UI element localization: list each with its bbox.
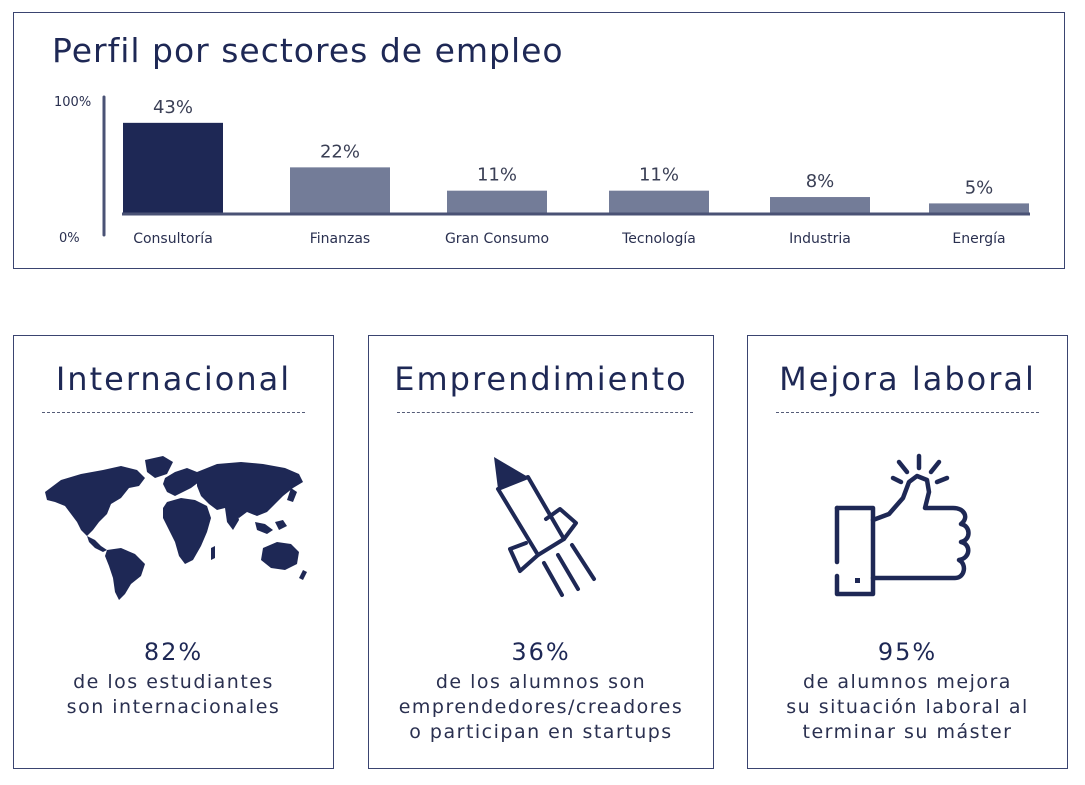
x-tick-label: Tecnología	[621, 231, 696, 247]
x-tick-label: Industria	[789, 231, 851, 247]
data-label: 11%	[639, 165, 679, 186]
data-label: 11%	[477, 165, 517, 186]
rocket-graphic	[494, 457, 596, 597]
rocket-icon	[369, 442, 713, 612]
bar-consultoría	[123, 122, 223, 214]
world-map-graphic	[44, 456, 307, 600]
bar-finanzas	[290, 167, 390, 214]
card-description-line: de alumnos mejora	[803, 671, 1012, 693]
card-description: de los estudiantes son internacionales	[14, 670, 333, 720]
card-title: Emprendimiento	[394, 360, 688, 398]
bar-industria	[770, 197, 870, 214]
card-entrepreneurship: Emprendimiento 36% de los alumnos son em…	[368, 335, 714, 769]
card-description-line: son internacionales	[66, 696, 281, 718]
card-description-line: de los alumnos son	[435, 671, 647, 693]
card-percent: 36%	[511, 638, 571, 666]
bar-gran-consumo	[447, 190, 547, 214]
chart-panel: Perfil por sectores de empleo 100% 0% 43% C…	[13, 12, 1065, 269]
card-description: de los alumnos son emprendedores/creador…	[369, 670, 713, 745]
x-tick-label: Finanzas	[310, 231, 370, 247]
card-percent: 82%	[143, 638, 204, 666]
dashed-divider	[397, 412, 693, 413]
x-tick-label: Gran Consumo	[445, 231, 549, 247]
bar-chart: 100% 0% 43% Consultoría 22% Finanzas 11% Gran C…	[54, 95, 1030, 247]
chart-title: Perfil por sectores de empleo	[52, 31, 564, 70]
data-label: 43%	[153, 97, 193, 118]
thumbs-up-graphic	[834, 453, 971, 597]
card-title: Internacional	[55, 360, 292, 398]
y-tick-label: 0%	[59, 231, 80, 246]
bar-energía	[929, 203, 1029, 214]
card-job-improvement: Mejora laboral 95% de alumnos mejora su …	[747, 335, 1068, 769]
data-label: 22%	[320, 141, 360, 162]
dashed-divider	[776, 412, 1039, 413]
y-tick-label: 100%	[54, 95, 91, 110]
dashed-divider	[42, 412, 305, 413]
card-description-line: terminar su máster	[802, 721, 1013, 743]
card-description-line: emprendedores/creadores	[398, 696, 684, 718]
card-description-line: o participan en startups	[409, 721, 673, 743]
world-map-icon	[14, 442, 333, 612]
thumbs-up-icon	[748, 442, 1067, 612]
bar-tecnología	[609, 190, 709, 214]
data-label: 5%	[965, 177, 994, 198]
x-tick-label: Energía	[952, 231, 1005, 247]
card-percent: 95%	[877, 638, 938, 666]
card-description-line: su situación laboral al	[786, 696, 1029, 718]
card-title: Mejora laboral	[779, 360, 1036, 398]
card-description: de alumnos mejora su situación laboral a…	[748, 670, 1067, 745]
card-description-line: de los estudiantes	[73, 671, 274, 693]
data-label: 8%	[806, 171, 835, 192]
card-international: Internacional	[13, 335, 334, 769]
x-tick-label: Consultoría	[133, 231, 213, 247]
